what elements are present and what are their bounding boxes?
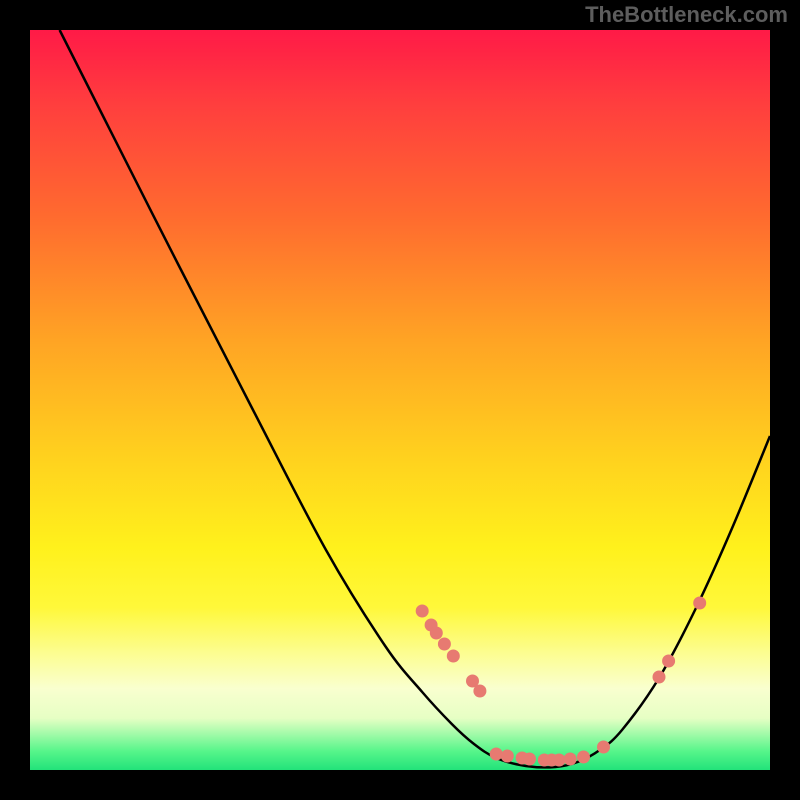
watermark-text: TheBottleneck.com <box>585 2 788 28</box>
data-marker <box>523 753 536 766</box>
data-marker <box>693 597 706 610</box>
data-marker <box>438 638 451 651</box>
data-marker <box>416 605 429 618</box>
data-marker <box>430 627 443 640</box>
data-marker <box>653 671 666 684</box>
data-marker <box>501 750 514 763</box>
data-marker <box>490 748 503 761</box>
data-marker <box>473 685 486 698</box>
plot-area <box>30 30 770 770</box>
data-marker <box>564 753 577 766</box>
marker-group <box>416 597 707 767</box>
data-marker <box>577 751 590 764</box>
data-marker <box>662 655 675 668</box>
data-marker <box>553 754 566 767</box>
bottleneck-curve <box>60 30 770 767</box>
chart-svg <box>30 30 770 770</box>
data-marker <box>447 650 460 663</box>
data-marker <box>597 741 610 754</box>
chart-frame: TheBottleneck.com <box>0 0 800 800</box>
